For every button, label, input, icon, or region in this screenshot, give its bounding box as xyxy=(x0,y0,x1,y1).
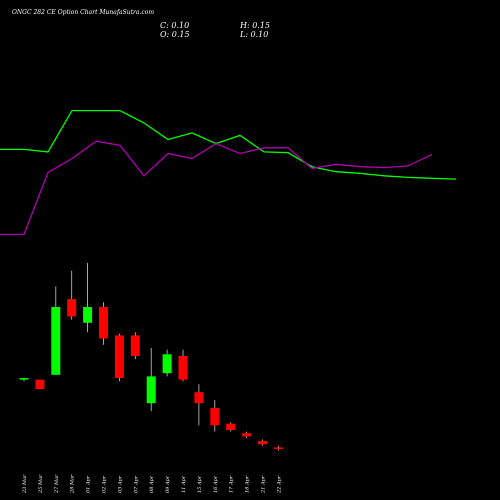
x-tick-label: 23 Mar xyxy=(22,474,28,494)
candle-body-16 xyxy=(258,441,267,445)
candle-body-12 xyxy=(194,392,204,404)
x-tick-label: 21 Apr xyxy=(261,475,267,494)
open-label: O: 0.15 xyxy=(160,30,190,39)
indicator-line-2 xyxy=(0,140,433,236)
x-tick-label: 17 Apr xyxy=(229,475,235,493)
x-tick-label: 07 Apr xyxy=(133,475,139,493)
x-tick-label: 22 Apr xyxy=(276,475,282,494)
candle-body-6 xyxy=(99,307,108,339)
x-tick-label: 11 Apr xyxy=(181,475,187,493)
candle-body-17 xyxy=(273,447,283,449)
candle-body-5 xyxy=(83,307,93,323)
candle-body-4 xyxy=(67,299,77,317)
indicator-line-1 xyxy=(0,109,457,180)
chart-title: ONGC 282 CE Option Chart MunafaSutra.com xyxy=(12,9,155,16)
candle-body-13 xyxy=(210,408,220,426)
close-label: C: 0.10 xyxy=(160,21,190,30)
x-tick-label: 28 Mar xyxy=(70,474,76,494)
x-tick-label: 09 Apr xyxy=(165,475,171,493)
x-tick-label: 25 Mar xyxy=(38,474,44,494)
low-label: L: 0.10 xyxy=(240,30,269,39)
x-tick-label: 03 Apr xyxy=(117,475,123,493)
candle-body-15 xyxy=(242,433,252,437)
high-label: H: 0.15 xyxy=(240,21,271,30)
candle-body-11 xyxy=(178,355,188,380)
candle-body-10 xyxy=(162,354,172,374)
x-tick-label: 18 Apr xyxy=(245,475,251,493)
candle-body-7 xyxy=(114,335,124,378)
x-tick-label: 27 Mar xyxy=(54,474,60,494)
candle-body-3 xyxy=(51,307,61,375)
candle-body-1 xyxy=(19,378,29,380)
candle-body-2 xyxy=(35,379,45,390)
candle-body-8 xyxy=(130,335,140,356)
x-tick-label: 02 Apr xyxy=(102,475,108,493)
x-tick-label: 15 Apr xyxy=(197,475,203,493)
x-tick-label: 16 Apr xyxy=(213,475,219,493)
candle-body-9 xyxy=(146,376,156,404)
candle-body-14 xyxy=(226,423,236,430)
x-tick-label: 08 Apr xyxy=(149,475,155,493)
x-tick-label: 01 Apr xyxy=(86,475,92,493)
